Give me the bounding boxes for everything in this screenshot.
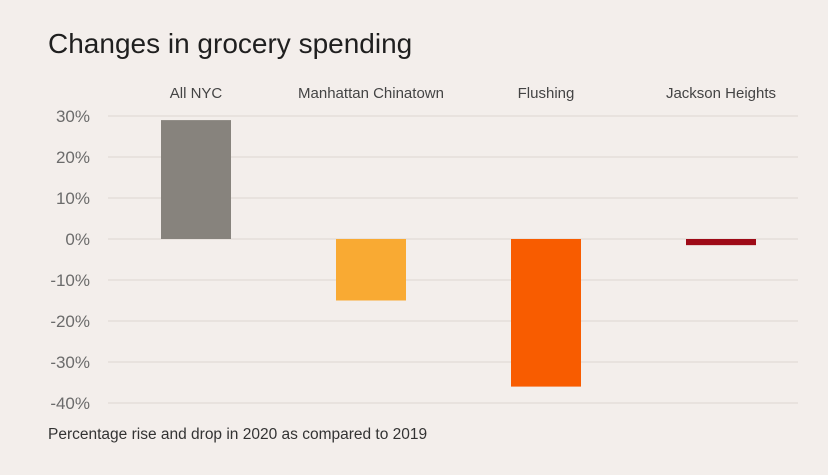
- y-tick-label: 10%: [56, 189, 90, 208]
- chart-caption: Percentage rise and drop in 2020 as comp…: [48, 426, 428, 443]
- y-tick-label: -10%: [50, 271, 90, 290]
- y-tick-label: -40%: [50, 394, 90, 413]
- category-label: All NYC: [170, 85, 223, 102]
- bar-flushing: [511, 239, 581, 387]
- y-tick-label: -20%: [50, 312, 90, 331]
- y-tick-label: 20%: [56, 148, 90, 167]
- category-label: Jackson Heights: [666, 85, 776, 102]
- y-axis: 30% 20% 10% 0% -10% -20% -30% -40%: [50, 107, 90, 413]
- y-tick-label: -30%: [50, 353, 90, 372]
- bar-all-nyc: [161, 120, 231, 239]
- chart-title: Changes in grocery spending: [48, 28, 413, 59]
- category-labels: All NYC Manhattan Chinatown Flushing Jackso…: [170, 85, 776, 102]
- y-tick-label: 30%: [56, 107, 90, 126]
- y-tick-label: 0%: [65, 230, 90, 249]
- bars: [161, 120, 756, 387]
- bar-manhattan-chinatown: [336, 239, 406, 301]
- category-label: Manhattan Chinatown: [298, 85, 444, 102]
- bar-jackson-heights: [686, 239, 756, 246]
- category-label: Flushing: [518, 85, 575, 102]
